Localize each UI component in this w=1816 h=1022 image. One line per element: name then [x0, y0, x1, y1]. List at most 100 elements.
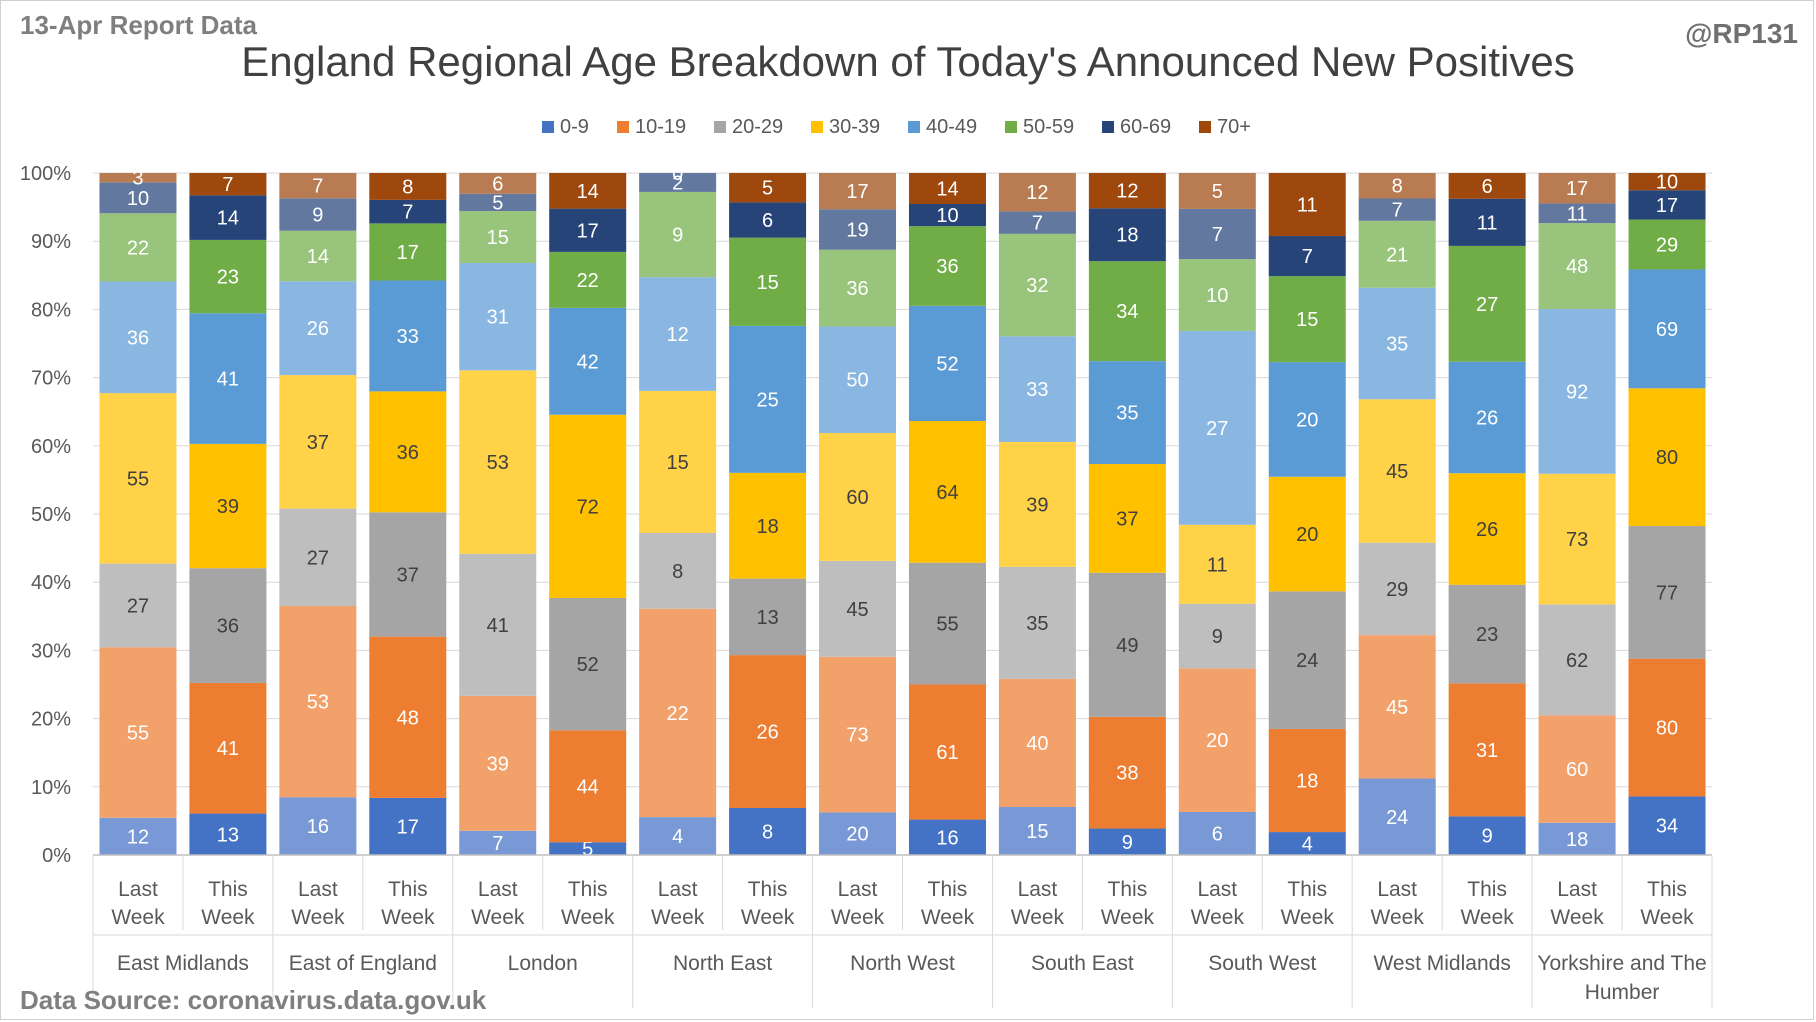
group-label-east-of-england: East of England — [289, 952, 437, 975]
data-label: 49 — [1116, 635, 1138, 657]
bar-segment-south-east-this-week-70 — [1088, 173, 1166, 209]
data-label: 69 — [1656, 319, 1678, 341]
legend-swatch-30-39 — [811, 121, 823, 133]
data-label: 26 — [756, 722, 778, 744]
bar-segment-south-west-this-week-20-29 — [1268, 591, 1346, 729]
bar-segment-west-midlands-last-week-70 — [1358, 173, 1436, 199]
data-label: 3 — [132, 168, 143, 190]
bar-segment-south-east-this-week-0-9 — [1088, 828, 1166, 855]
x-tick-label: Last — [298, 878, 338, 901]
y-tick-label: 100% — [20, 163, 71, 185]
bar-segment-london-this-week-30-39 — [549, 414, 627, 598]
bar-segment-east-midlands-last-week-30-39 — [99, 393, 177, 564]
bar-segment-yorkshire-and-the-humber-last-week-60-69 — [1538, 203, 1616, 224]
data-label: 10 — [127, 188, 149, 210]
data-label: 48 — [1566, 256, 1588, 278]
bar-segment-west-midlands-last-week-50-59 — [1358, 220, 1436, 288]
bar-segment-south-west-last-week-10-19 — [1178, 668, 1256, 812]
bar-segment-yorkshire-and-the-humber-this-week-50-59 — [1628, 219, 1706, 270]
bar-segment-west-midlands-this-week-10-19 — [1448, 683, 1526, 817]
data-label: 4 — [672, 826, 683, 848]
legend-swatch-40-49 — [908, 121, 920, 133]
bar-segment-west-midlands-this-week-30-39 — [1448, 473, 1526, 585]
bar-segment-north-west-last-week-50-59 — [819, 249, 897, 327]
bar-segment-north-east-last-week-10-19 — [639, 608, 717, 818]
bar-segment-yorkshire-and-the-humber-this-week-10-19 — [1628, 658, 1706, 797]
bar-segment-north-west-last-week-70 — [819, 173, 897, 210]
bar-segment-east-of-england-last-week-60-69 — [279, 198, 357, 231]
bar-segment-east-midlands-this-week-40-49 — [189, 313, 267, 444]
bar-segment-north-west-last-week-0-9 — [819, 812, 897, 855]
group-label-south-west: South West — [1208, 952, 1316, 975]
bar-segment-east-midlands-last-week-50-59 — [99, 213, 177, 282]
bar-segment-west-midlands-last-week-30-39 — [1358, 399, 1436, 543]
bar-segment-south-east-this-week-20-29 — [1088, 572, 1166, 717]
bar-segment-north-west-this-week-50-59 — [908, 226, 986, 306]
bar-segment-north-east-last-week-0-9 — [639, 817, 717, 855]
bar-segment-north-east-this-week-40-49 — [729, 325, 807, 473]
legend-label-0-9: 0-9 — [560, 116, 589, 138]
data-label: 27 — [1206, 418, 1228, 440]
y-tick-label: 10% — [31, 777, 71, 799]
group-label-north-west: North West — [850, 952, 955, 975]
bar-segment-yorkshire-and-the-humber-last-week-30-39 — [1538, 473, 1616, 605]
data-label: 27 — [307, 547, 329, 569]
y-tick-label: 70% — [31, 368, 71, 390]
bar-segment-west-midlands-this-week-20-29 — [1448, 584, 1526, 684]
bar-segment-west-midlands-this-week-50-59 — [1448, 245, 1526, 362]
legend-label-20-29: 20-29 — [732, 116, 783, 138]
group-label-east-midlands: East Midlands — [117, 952, 249, 975]
legend-swatch-50-59 — [1005, 121, 1017, 133]
x-tick-label: Week — [1640, 906, 1694, 929]
group-label-south-east: South East — [1031, 952, 1134, 975]
bar-segment-yorkshire-and-the-humber-last-week-70 — [1538, 173, 1616, 204]
bar-segment-east-midlands-this-week-60-69 — [189, 195, 267, 240]
x-tick-label: Week — [741, 906, 795, 929]
data-label: 18 — [1116, 225, 1138, 247]
data-label: 55 — [936, 614, 958, 636]
data-label: 7 — [1212, 224, 1223, 246]
bar-segment-yorkshire-and-the-humber-this-week-20-29 — [1628, 526, 1706, 659]
bar-segment-london-this-week-0-9 — [549, 842, 627, 855]
bar-segment-south-east-this-week-30-39 — [1088, 464, 1166, 573]
bar-segment-south-east-last-week-30-39 — [998, 441, 1076, 567]
bar-segment-east-midlands-last-week-0-9 — [99, 817, 177, 855]
bar-segment-east-of-england-last-week-70 — [279, 173, 357, 199]
x-tick-label: This — [1467, 878, 1507, 901]
bar-segment-east-of-england-this-week-10-19 — [369, 636, 447, 798]
data-label: 2 — [672, 172, 683, 194]
bar-segment-east-midlands-this-week-10-19 — [189, 682, 267, 814]
data-label: 8 — [1392, 176, 1403, 198]
data-label: 17 — [1656, 195, 1678, 217]
bar-segment-yorkshire-and-the-humber-this-week-70 — [1628, 173, 1706, 191]
bar-segment-yorkshire-and-the-humber-this-week-40-49 — [1628, 269, 1706, 389]
bar-segment-east-of-england-this-week-20-29 — [369, 512, 447, 637]
bar-segment-north-east-last-week-30-39 — [639, 390, 717, 533]
y-tick-label: 20% — [31, 709, 71, 731]
data-label: 39 — [1026, 494, 1048, 516]
bar-segment-london-last-week-50-59 — [459, 211, 537, 264]
data-label: 38 — [1116, 763, 1138, 785]
group-label-yorkshire-and-the-humber: Yorkshire and The — [1537, 952, 1706, 975]
y-tick-label: 30% — [31, 640, 71, 662]
x-tick-label: This — [748, 878, 788, 901]
x-tick-label: Last — [1197, 878, 1237, 901]
data-label: 6 — [492, 173, 503, 195]
y-tick-label: 90% — [31, 231, 71, 253]
bar-segment-west-midlands-last-week-60-69 — [1358, 198, 1436, 221]
bar-segment-south-west-this-week-0-9 — [1268, 832, 1346, 855]
bar-segment-south-east-last-week-10-19 — [998, 678, 1076, 807]
x-tick-label: This — [1108, 878, 1148, 901]
data-label: 50 — [846, 370, 868, 392]
bar-segment-north-west-this-week-20-29 — [908, 562, 986, 685]
bar-segment-north-west-this-week-0-9 — [908, 819, 986, 855]
x-tick-label: Last — [1018, 878, 1058, 901]
bar-segment-east-of-england-last-week-20-29 — [279, 508, 357, 607]
bar-segment-west-midlands-this-week-60-69 — [1448, 198, 1526, 246]
x-tick-label: Week — [1371, 906, 1425, 929]
bar-segment-south-west-this-week-60-69 — [1268, 236, 1346, 277]
bar-segment-north-west-this-week-60-69 — [908, 204, 986, 227]
data-label: 18 — [1296, 770, 1318, 792]
data-label: 9 — [312, 204, 323, 226]
bar-segment-east-of-england-this-week-60-69 — [369, 199, 447, 224]
